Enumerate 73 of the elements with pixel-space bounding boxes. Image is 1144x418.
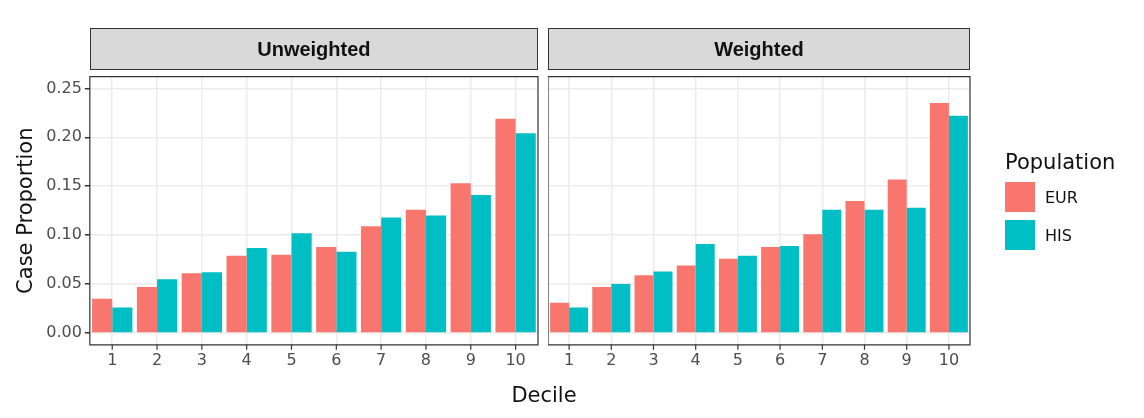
x-tick-label: 1 xyxy=(107,349,118,369)
chart-title: Weighted xyxy=(548,28,970,70)
y-tick-label: 0.15 xyxy=(46,175,82,195)
bar xyxy=(291,233,312,333)
bar xyxy=(761,246,781,333)
bar xyxy=(780,245,800,333)
x-tick-label: 7 xyxy=(376,349,387,369)
bar xyxy=(906,207,926,333)
bar xyxy=(271,254,292,333)
bar xyxy=(676,265,696,333)
bar xyxy=(157,279,178,333)
bar xyxy=(695,243,715,333)
bar xyxy=(718,258,738,333)
bar xyxy=(737,255,757,333)
y-axis-title: Case Proportion xyxy=(13,127,38,294)
x-tick-label: 8 xyxy=(420,349,432,369)
y-tick-label: 0.05 xyxy=(46,273,82,293)
chart-title: Unweighted xyxy=(89,28,538,70)
x-tick-label: 6 xyxy=(331,349,342,369)
legend-label: HIS xyxy=(1045,225,1072,245)
x-tick-label: 3 xyxy=(648,349,659,369)
bar xyxy=(92,298,113,333)
bar xyxy=(246,247,267,333)
x-tick-label: 5 xyxy=(732,349,743,369)
x-tick-label: 4 xyxy=(241,349,252,369)
bar xyxy=(569,307,589,333)
bar xyxy=(425,215,447,333)
bar xyxy=(653,271,673,333)
bar xyxy=(470,195,491,333)
bar xyxy=(864,209,884,333)
x-tick-label: 3 xyxy=(196,349,207,369)
bar xyxy=(316,246,337,333)
bar xyxy=(405,209,426,333)
legend-label: EUR xyxy=(1045,187,1078,207)
bar xyxy=(450,183,471,333)
x-axis-title: Decile xyxy=(510,383,578,407)
bar xyxy=(929,103,949,333)
x-tick-label: 2 xyxy=(151,349,163,369)
x-tick-label: 9 xyxy=(901,349,912,369)
y-tick-label: 0.20 xyxy=(46,126,82,146)
bar xyxy=(360,226,382,333)
x-tick-label: 10 xyxy=(938,349,960,369)
bar xyxy=(515,133,536,333)
x-tick-label: 6 xyxy=(775,349,786,369)
x-tick-label: 4 xyxy=(690,349,701,369)
bar xyxy=(611,284,631,333)
bar xyxy=(136,287,158,333)
bar xyxy=(381,217,402,333)
bar xyxy=(201,272,223,333)
bar xyxy=(845,200,865,333)
bar xyxy=(592,287,612,333)
x-tick-label: 2 xyxy=(606,349,617,369)
bar xyxy=(887,179,907,333)
legend-title: Population xyxy=(1005,150,1116,174)
bar xyxy=(822,209,842,333)
bar xyxy=(550,302,570,333)
bar xyxy=(948,115,968,333)
x-tick-label: 10 xyxy=(505,349,526,369)
x-tick-label: 9 xyxy=(465,349,476,369)
bar xyxy=(181,273,202,333)
bar xyxy=(803,234,823,333)
x-tick-label: 1 xyxy=(564,349,575,369)
bar xyxy=(495,118,516,333)
y-tick-label: 0.25 xyxy=(46,77,82,97)
x-tick-label: 5 xyxy=(286,349,297,369)
bar xyxy=(112,307,133,333)
bar xyxy=(226,255,247,333)
y-tick-label: 0.10 xyxy=(46,224,82,244)
x-tick-label: 7 xyxy=(817,349,828,369)
x-tick-label: 8 xyxy=(859,349,870,369)
bar xyxy=(336,251,357,333)
y-tick-label: 0.00 xyxy=(46,322,82,342)
bar xyxy=(634,275,654,333)
